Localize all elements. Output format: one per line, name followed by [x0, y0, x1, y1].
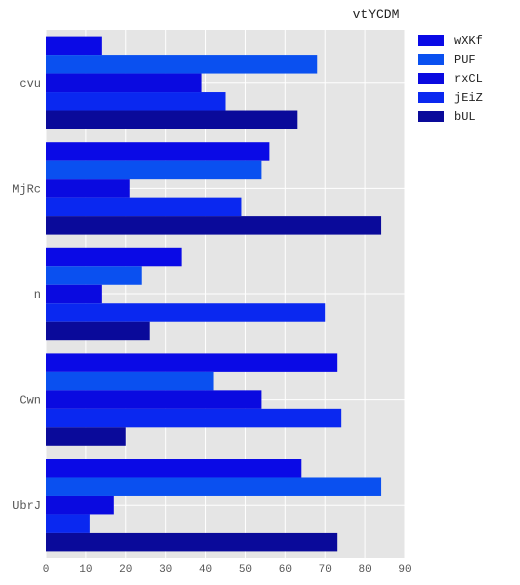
- x-tick-label: 20: [119, 564, 132, 576]
- bar-PUF-MjRc: [46, 160, 262, 180]
- y-tick-label: Cwn: [19, 394, 41, 408]
- bar-jEiZ-n: [46, 303, 326, 322]
- y-tick-label: UbrJ: [12, 499, 41, 513]
- legend-label: rxCL: [454, 72, 483, 86]
- y-tick-label: cvu: [19, 77, 41, 91]
- x-tick-label: 80: [359, 564, 372, 576]
- legend-swatch-wXKf: [418, 35, 444, 46]
- x-tick-label: 0: [43, 564, 50, 576]
- y-tick-labels: UbrJ Cwn n MjRc cvu: [12, 77, 41, 513]
- bar-jEiZ-cvu: [46, 92, 226, 111]
- bar-rxCL-n: [46, 284, 102, 304]
- bars: [46, 36, 382, 552]
- x-tick-label: 90: [398, 564, 411, 576]
- x-tick-label: 40: [199, 564, 212, 576]
- bar-rxCL-UbrJ: [46, 495, 114, 515]
- bar-bUL-n: [46, 321, 150, 341]
- bar-wXKf-n: [46, 247, 182, 267]
- bar-wXKf-UbrJ: [46, 459, 302, 478]
- bar-PUF-UbrJ: [46, 477, 382, 496]
- y-tick-label: MjRc: [12, 182, 41, 196]
- bar-PUF-Cwn: [46, 371, 214, 391]
- bar-wXKf-cvu: [46, 36, 102, 56]
- bar-wXKf-Cwn: [46, 353, 338, 372]
- x-tick-label: 60: [279, 564, 292, 576]
- bar-jEiZ-UbrJ: [46, 514, 90, 533]
- bar-bUL-Cwn: [46, 427, 126, 446]
- legend-swatch-PUF: [418, 54, 444, 65]
- bar-jEiZ-Cwn: [46, 408, 342, 428]
- x-tick-label: 30: [159, 564, 172, 576]
- bar-rxCL-cvu: [46, 73, 202, 93]
- bar-bUL-UbrJ: [46, 532, 338, 552]
- x-tick-label: 70: [319, 564, 332, 576]
- bar-wXKf-MjRc: [46, 142, 270, 161]
- legend: wXKf PUF rxCL jEiZ bUL: [418, 34, 483, 124]
- bar-rxCL-MjRc: [46, 179, 130, 198]
- x-tick-label: 10: [79, 564, 92, 576]
- bar-PUF-n: [46, 266, 142, 285]
- legend-label: wXKf: [454, 34, 483, 48]
- legend-swatch-rxCL: [418, 73, 444, 84]
- legend-label: bUL: [454, 110, 476, 124]
- y-tick-label: n: [34, 288, 41, 302]
- x-tick-labels: 0 10 20 30 40 50 60 70 80 90: [43, 564, 412, 576]
- x-tick-label: 50: [239, 564, 252, 576]
- bar-rxCL-Cwn: [46, 390, 262, 409]
- legend-swatch-bUL: [418, 111, 444, 122]
- legend-label: PUF: [454, 53, 476, 67]
- bar-PUF-cvu: [46, 55, 318, 74]
- bar-bUL-cvu: [46, 110, 298, 129]
- legend-label: jEiZ: [454, 91, 483, 105]
- bar-bUL-MjRc: [46, 216, 382, 235]
- legend-swatch-jEiZ: [418, 92, 444, 103]
- bar-jEiZ-MjRc: [46, 197, 242, 217]
- chart-title: vtYCDM: [353, 7, 400, 22]
